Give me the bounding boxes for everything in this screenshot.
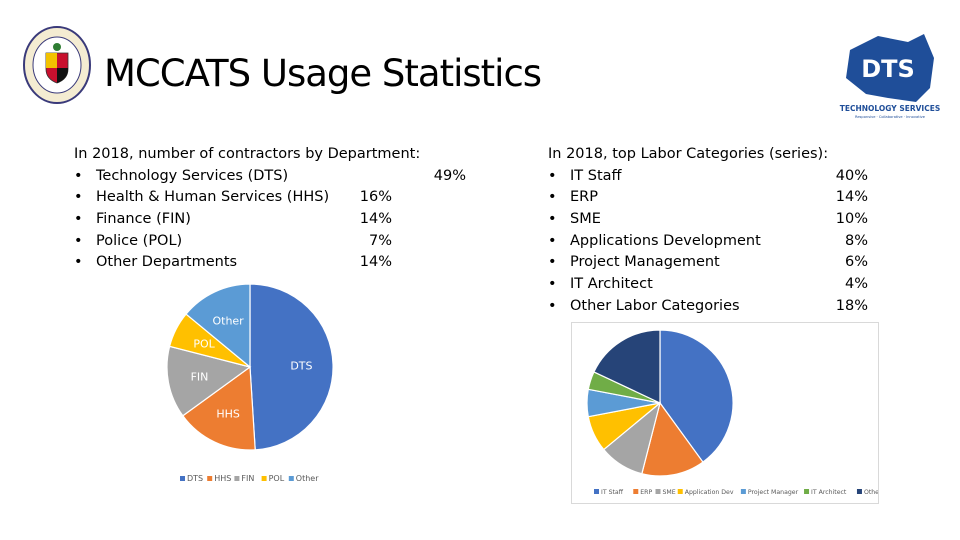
slide-title: MCCATS Usage Statistics [104, 52, 542, 95]
dts-technology-services-logo-icon: DTS TECHNOLOGY SERVICES Responsive · Col… [840, 34, 941, 119]
list-item: • SME 10% [548, 209, 868, 231]
pie-slice-it-staff [659, 329, 734, 463]
pie-slice-hhs [182, 365, 256, 451]
item-label: Police (POL) [96, 232, 183, 249]
item-label: Finance (FIN) [96, 211, 191, 228]
legend-label: FIN [241, 474, 254, 483]
item-label: Applications Development [570, 232, 761, 249]
labor-category-stats-list: In 2018, top Labor Categories (series): … [548, 144, 868, 318]
item-value: 49% [433, 167, 466, 184]
item-label: IT Architect [570, 276, 653, 293]
item-label: SME [570, 211, 601, 228]
pie-slice-dts [249, 283, 334, 451]
item-label: Health & Human Services (HHS) [96, 189, 330, 206]
item-value: 16% [359, 189, 392, 206]
legend-label: IT Staff [601, 489, 624, 496]
item-value: 14% [835, 189, 868, 206]
list-item: • Police (POL) 7% [74, 231, 392, 253]
list-item: • Applications Development 8% [548, 231, 868, 253]
list-item: • Project Management 6% [548, 252, 868, 274]
logo-tagline: Responsive · Collaborative · Innovative [855, 115, 926, 119]
legend-label: Application Dev [685, 489, 734, 496]
logo-mark: DTS [861, 55, 915, 83]
pie-slice-other [185, 283, 251, 369]
legend-swatch [677, 489, 683, 494]
legend-swatch [856, 489, 862, 494]
legend-label: HHS [214, 474, 231, 483]
slice-label: Other [212, 314, 244, 327]
list-heading: In 2018, top Labor Categories (series): [548, 146, 829, 162]
item-value: 7% [368, 232, 392, 249]
montgomery-county-seal-icon [23, 26, 91, 104]
list-item: • ERP 14% [548, 187, 868, 209]
pie-slice-other [593, 329, 661, 404]
legend-swatch [740, 489, 746, 494]
legend-swatch [288, 476, 294, 481]
item-value: 6% [844, 254, 868, 271]
item-label: Technology Services (DTS) [96, 167, 289, 184]
list-item: • Other Departments 14% [74, 252, 392, 274]
legend-swatch [261, 476, 267, 481]
item-value: 8% [844, 232, 868, 249]
legend-label: IT Architect [811, 489, 847, 496]
list-item: • Finance (FIN) 14% [74, 209, 392, 231]
legend-label: Project Manager [748, 489, 799, 496]
item-label: Other Labor Categories [570, 297, 740, 314]
item-value: 14% [359, 211, 392, 228]
legend-swatch [207, 476, 213, 481]
list-item: • Other Labor Categories 18% [548, 296, 868, 318]
item-value: 40% [835, 167, 868, 184]
slice-label: HHS [216, 408, 240, 421]
legend-swatch [804, 489, 810, 494]
pie-slice-erp [641, 401, 704, 477]
item-label: IT Staff [570, 167, 622, 184]
item-value: 18% [835, 297, 868, 314]
legend-label: ERP [640, 489, 652, 496]
item-label: Other Departments [96, 254, 238, 271]
labor-category-pie-chart: IT Staff ERP SME Application Dev Project Man… [571, 322, 879, 504]
legend-swatch [594, 489, 599, 494]
logo-name: TECHNOLOGY SERVICES [840, 104, 941, 113]
legend-label: Other [864, 489, 879, 496]
slice-label: POL [193, 338, 215, 351]
slice-label: DTS [290, 359, 312, 372]
legend-label: Other [296, 474, 319, 483]
item-value: 4% [844, 276, 868, 293]
department-pie-chart: DTS HHS FIN POL Other DTS HHS FIN POL Other [166, 283, 334, 483]
slice-label: FIN [191, 371, 209, 384]
legend-swatch [633, 489, 639, 494]
legend-label: SME [663, 489, 676, 496]
pie-slice-fin [166, 345, 252, 417]
legend-label: POL [269, 474, 285, 483]
legend-swatch [234, 476, 240, 481]
item-label: Project Management [570, 254, 720, 271]
list-item: • Technology Services (DTS) 49% [74, 166, 466, 188]
item-label: ERP [570, 189, 598, 206]
item-value: 10% [835, 211, 868, 228]
item-value: 14% [359, 254, 392, 271]
list-item: • IT Architect 4% [548, 274, 868, 296]
legend-swatch [655, 489, 661, 494]
department-stats-list: In 2018, number of contractors by Depart… [74, 144, 466, 274]
list-heading: In 2018, number of contractors by Depart… [74, 146, 421, 162]
list-item: • Health & Human Services (HHS) 16% [74, 187, 392, 209]
list-item: • IT Staff 40% [548, 166, 868, 188]
legend-label: DTS [187, 474, 203, 483]
legend-swatch [180, 476, 185, 481]
